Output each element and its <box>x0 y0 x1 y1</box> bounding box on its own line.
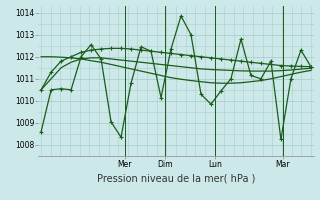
X-axis label: Pression niveau de la mer( hPa ): Pression niveau de la mer( hPa ) <box>97 173 255 183</box>
